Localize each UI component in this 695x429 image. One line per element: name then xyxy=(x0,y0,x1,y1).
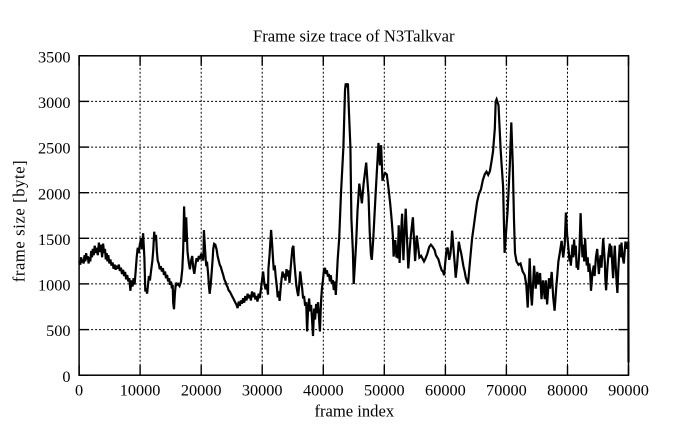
svg-text:3500: 3500 xyxy=(38,47,71,66)
svg-text:500: 500 xyxy=(46,321,70,340)
svg-text:70000: 70000 xyxy=(486,381,527,400)
svg-text:1000: 1000 xyxy=(38,276,71,295)
svg-text:30000: 30000 xyxy=(242,381,283,400)
svg-text:2000: 2000 xyxy=(38,184,71,203)
svg-text:1500: 1500 xyxy=(38,230,71,249)
svg-text:3000: 3000 xyxy=(38,93,71,112)
svg-text:10000: 10000 xyxy=(120,381,161,400)
svg-text:frame index: frame index xyxy=(314,402,394,421)
svg-text:Frame size trace of N3Talkvar: Frame size trace of N3Talkvar xyxy=(253,27,455,46)
svg-text:50000: 50000 xyxy=(364,381,405,400)
svg-text:20000: 20000 xyxy=(181,381,222,400)
svg-text:90000: 90000 xyxy=(608,381,649,400)
svg-text:40000: 40000 xyxy=(303,381,344,400)
svg-text:80000: 80000 xyxy=(547,381,588,400)
svg-text:frame size [byte]: frame size [byte] xyxy=(10,160,29,283)
svg-text:2500: 2500 xyxy=(38,139,71,158)
svg-text:0: 0 xyxy=(62,367,70,386)
svg-text:60000: 60000 xyxy=(425,381,466,400)
svg-text:0: 0 xyxy=(75,381,83,400)
